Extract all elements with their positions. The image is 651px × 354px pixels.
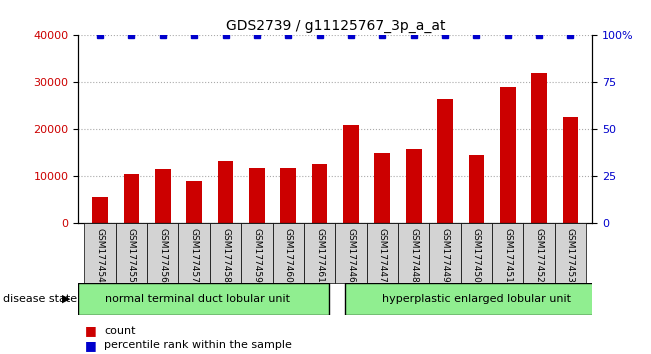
Bar [116,223,147,283]
Bar [155,169,171,223]
Text: GSM177454: GSM177454 [96,228,105,282]
Text: count: count [104,326,135,336]
Bar [469,155,484,223]
Text: GSM177459: GSM177459 [253,228,261,283]
Bar [461,223,492,283]
Bar [273,223,304,283]
Bar [555,223,586,283]
Bar [281,168,296,223]
Text: ▶: ▶ [62,294,70,304]
Text: GSM177449: GSM177449 [441,228,450,282]
Bar [492,223,523,283]
Bar [437,99,453,223]
Text: GSM177451: GSM177451 [503,228,512,283]
Bar [335,223,367,283]
Bar [531,73,547,223]
Text: GSM177458: GSM177458 [221,228,230,283]
Bar [249,168,265,223]
Bar [374,153,390,223]
Text: GSM177453: GSM177453 [566,228,575,283]
Text: GSM177452: GSM177452 [534,228,544,282]
Bar [241,223,273,283]
Bar [500,87,516,223]
Bar [406,149,421,223]
Text: disease state: disease state [3,294,77,304]
Text: GSM177455: GSM177455 [127,228,136,283]
Bar [78,283,329,315]
Bar [92,197,108,223]
Bar [343,125,359,223]
Bar [344,283,611,315]
Text: GSM177450: GSM177450 [472,228,481,283]
Bar [217,161,233,223]
Text: GSM177456: GSM177456 [158,228,167,283]
Text: ■: ■ [85,339,96,352]
Bar [430,223,461,283]
Bar [304,223,335,283]
Bar [312,164,327,223]
Bar [124,174,139,223]
Text: GSM177446: GSM177446 [346,228,355,282]
Title: GDS2739 / g11125767_3p_a_at: GDS2739 / g11125767_3p_a_at [225,19,445,33]
Text: percentile rank within the sample: percentile rank within the sample [104,340,292,350]
Bar [186,181,202,223]
Text: GSM177461: GSM177461 [315,228,324,283]
Text: GSM177460: GSM177460 [284,228,293,283]
Bar [398,223,430,283]
Bar [210,223,241,283]
Bar [178,223,210,283]
Text: ■: ■ [85,325,96,337]
Text: GSM177457: GSM177457 [189,228,199,283]
Text: normal terminal duct lobular unit: normal terminal duct lobular unit [105,294,290,304]
Text: GSM177447: GSM177447 [378,228,387,282]
Bar [147,223,178,283]
Text: hyperplastic enlarged lobular unit: hyperplastic enlarged lobular unit [382,294,571,304]
Bar [85,223,116,283]
Bar [367,223,398,283]
Bar [523,223,555,283]
Bar [562,118,578,223]
Text: GSM177448: GSM177448 [409,228,418,282]
